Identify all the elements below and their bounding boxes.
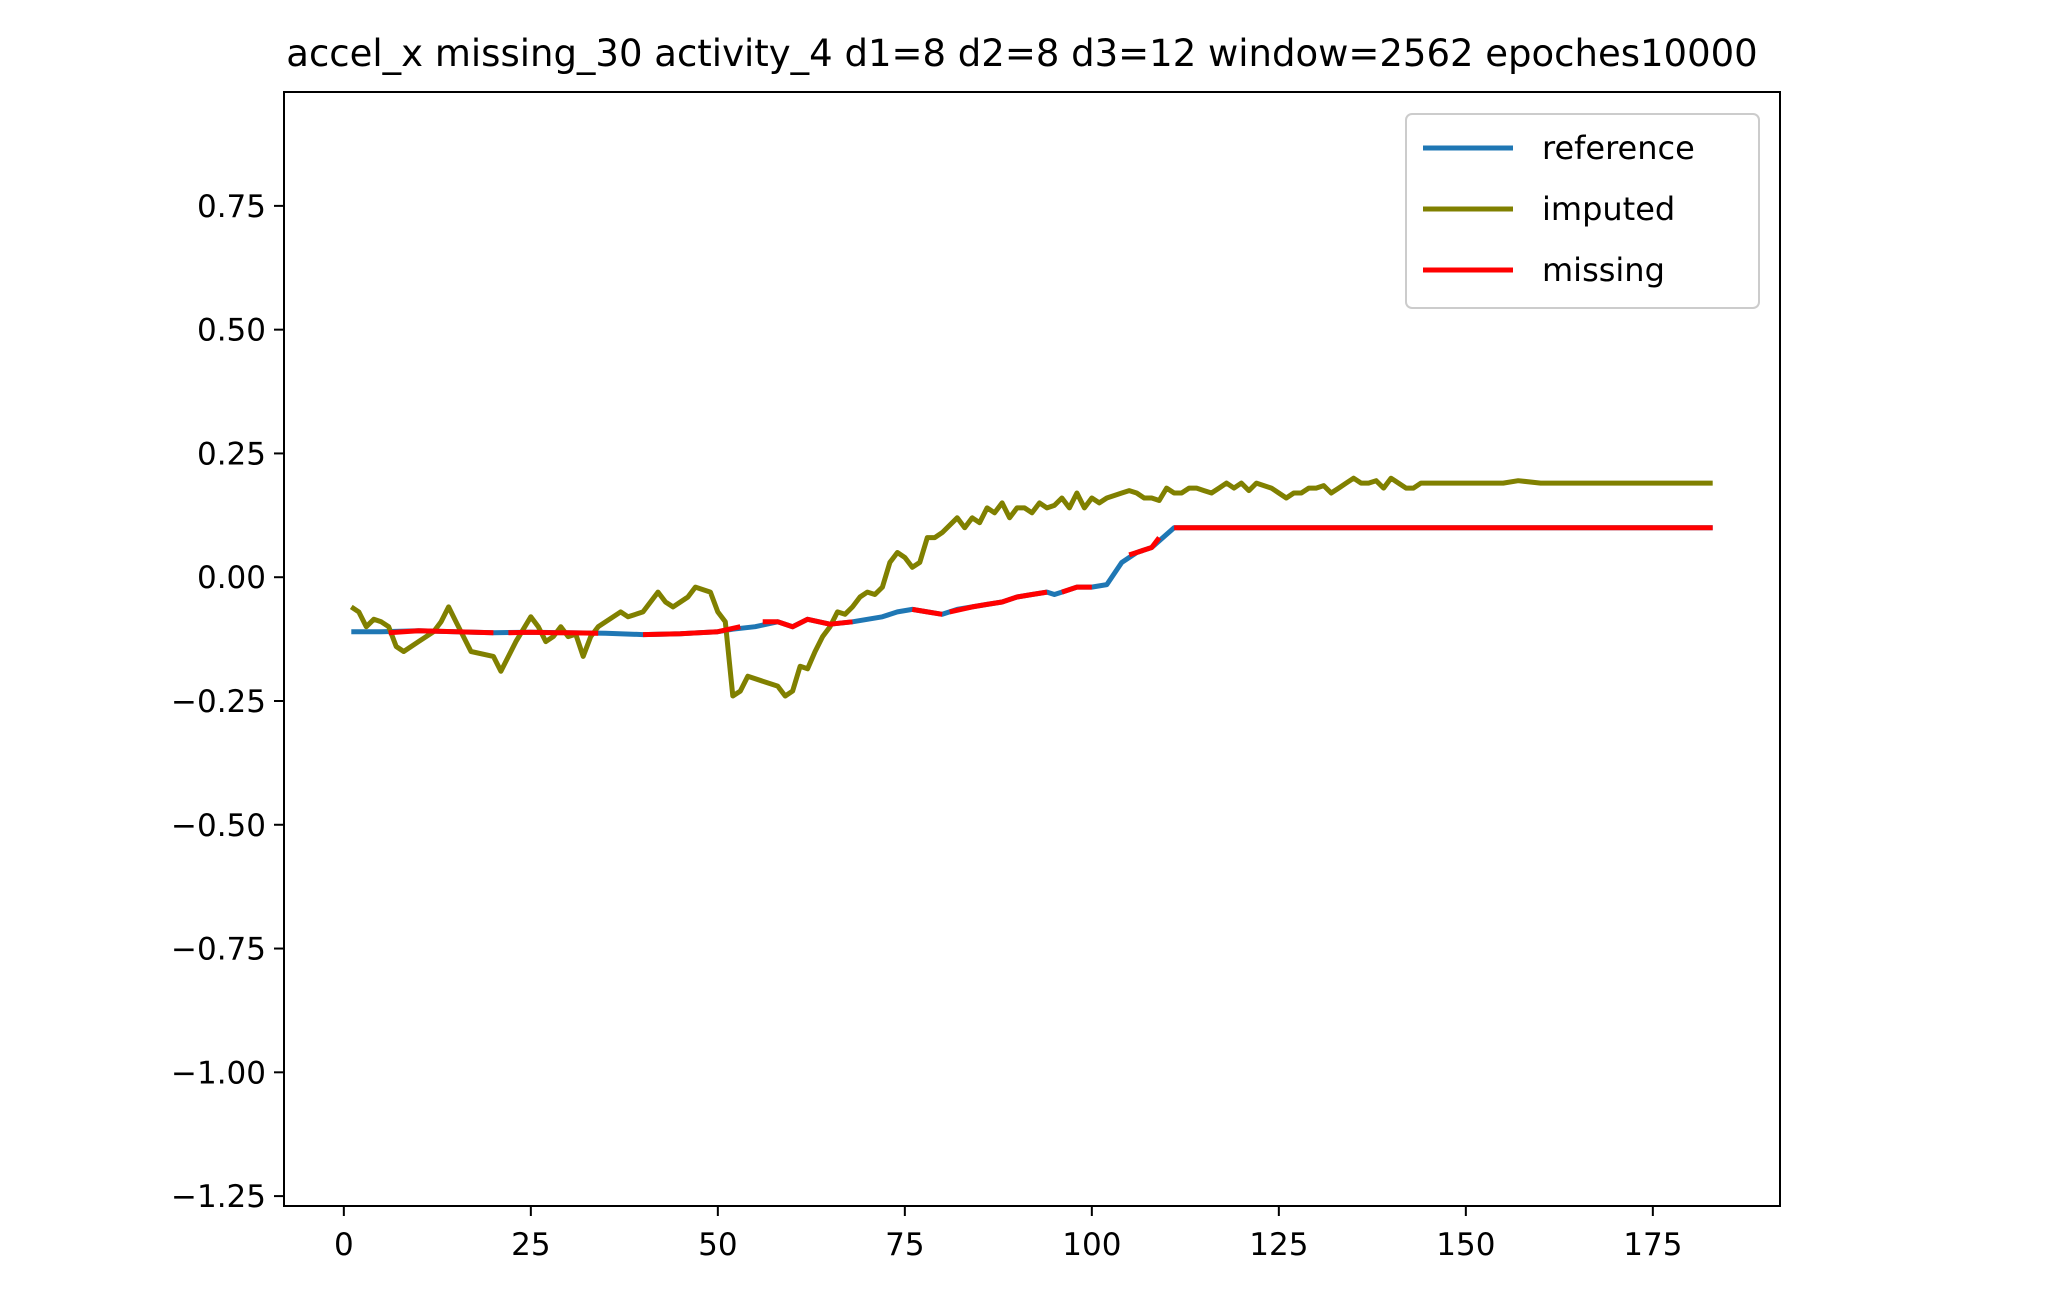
x-tick-label: 0 bbox=[334, 1227, 354, 1263]
legend-label-reference: reference bbox=[1542, 129, 1695, 167]
series-line-reference bbox=[351, 525, 1713, 638]
y-tick-label: 0.25 bbox=[197, 436, 266, 472]
y-axis: 0.75 0.50 0.25 0.00 −0.25 −0.50 −0.75 −1.00 −1.2… bbox=[171, 189, 284, 1215]
series-line-missing bbox=[762, 616, 853, 630]
x-tick-label: 25 bbox=[511, 1227, 550, 1263]
legend-box bbox=[1405, 113, 1760, 309]
x-axis: 0 25 50 75 100 125 150 175 bbox=[334, 1206, 1682, 1263]
series-line-missing bbox=[388, 628, 494, 636]
series-line-missing bbox=[949, 589, 1048, 615]
x-tick-label: 75 bbox=[885, 1227, 924, 1263]
y-tick-label: 0.75 bbox=[197, 189, 266, 225]
plot-lines bbox=[349, 475, 1713, 699]
legend-label-imputed: imputed bbox=[1542, 190, 1675, 228]
series-line-missing bbox=[1061, 584, 1092, 595]
series-line-missing bbox=[911, 606, 943, 617]
legend: reference imputed missing bbox=[1405, 113, 1760, 309]
x-tick-label: 50 bbox=[698, 1227, 737, 1263]
y-tick-label: −1.00 bbox=[171, 1055, 266, 1091]
plot-frame bbox=[283, 91, 1781, 1207]
series-line-missing bbox=[1128, 536, 1162, 558]
x-tick-label: 175 bbox=[1623, 1227, 1682, 1263]
series-line-missing bbox=[508, 629, 599, 636]
series-line-imputed bbox=[349, 475, 1713, 699]
y-tick-label: −0.25 bbox=[171, 684, 266, 720]
x-tick-label: 100 bbox=[1062, 1227, 1121, 1263]
y-tick-label: 0.00 bbox=[197, 560, 266, 596]
chart-title: accel_x missing_30 activity_4 d1=8 d2=8 … bbox=[286, 32, 1757, 75]
x-tick-label: 125 bbox=[1249, 1227, 1308, 1263]
y-tick-label: −0.75 bbox=[171, 932, 266, 968]
y-tick-label: −0.50 bbox=[171, 808, 266, 844]
legend-label-missing: missing bbox=[1542, 251, 1665, 289]
y-tick-label: 0.50 bbox=[197, 313, 266, 349]
y-tick-label: −1.25 bbox=[171, 1179, 266, 1215]
series-line-missing bbox=[642, 624, 741, 638]
x-tick-label: 150 bbox=[1436, 1227, 1495, 1263]
